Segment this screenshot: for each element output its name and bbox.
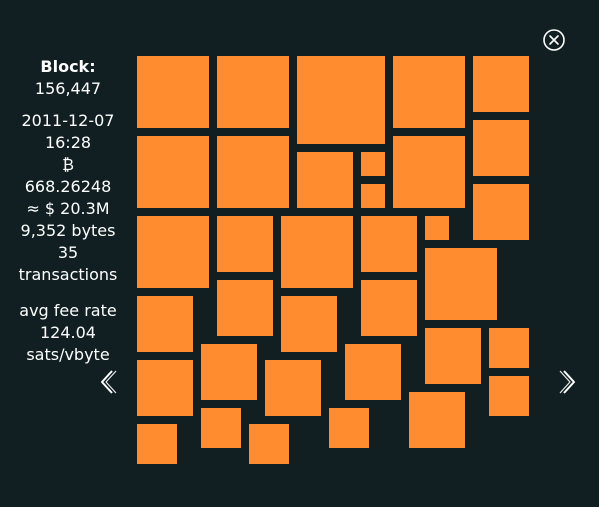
transaction-square[interactable] — [249, 424, 289, 464]
transaction-square[interactable] — [409, 392, 465, 448]
transaction-square[interactable] — [361, 184, 385, 208]
transaction-square[interactable] — [473, 120, 529, 176]
transaction-square[interactable] — [137, 424, 177, 464]
block-amount-btc: 668.26248 — [24, 177, 112, 196]
transaction-square[interactable] — [281, 296, 337, 352]
transaction-square[interactable] — [489, 328, 529, 368]
transaction-square[interactable] — [201, 408, 241, 448]
transaction-square[interactable] — [217, 56, 289, 128]
close-circle-icon — [543, 29, 565, 51]
transaction-square[interactable] — [217, 216, 273, 272]
block-tx-label: transactions — [18, 265, 118, 284]
block-size: 9,352 bytes — [20, 221, 116, 240]
block-amount-usd: ≈ $ 20.3M — [26, 199, 110, 218]
transaction-square[interactable] — [137, 360, 193, 416]
transaction-square[interactable] — [393, 56, 465, 128]
next-block-button[interactable] — [556, 367, 580, 397]
transaction-square[interactable] — [425, 328, 481, 384]
transaction-square[interactable] — [137, 216, 209, 288]
transaction-square[interactable] — [329, 408, 369, 448]
transaction-square[interactable] — [473, 184, 529, 240]
block-date: 2011-12-07 — [21, 111, 115, 130]
transaction-square[interactable] — [137, 296, 193, 352]
transaction-square[interactable] — [217, 280, 273, 336]
block-tx-count: 35 — [57, 243, 79, 262]
chevron-left-icon — [101, 370, 117, 394]
transaction-square[interactable] — [425, 248, 497, 320]
block-info-panel: Block: 156,447 2011-12-07 16:28 ₿ 668.26… — [8, 56, 128, 366]
transaction-square[interactable] — [361, 280, 417, 336]
transaction-square[interactable] — [361, 216, 417, 272]
transaction-square[interactable] — [393, 136, 465, 208]
close-button[interactable] — [542, 28, 566, 52]
transaction-square[interactable] — [137, 136, 209, 208]
block-time: 16:28 — [44, 133, 92, 152]
fee-rate-value: 124.04 — [40, 323, 96, 342]
block-label: Block: — [40, 57, 96, 76]
transaction-square[interactable] — [281, 216, 353, 288]
fee-rate-unit: sats/vbyte — [26, 345, 110, 364]
transaction-square[interactable] — [265, 360, 321, 416]
transaction-square[interactable] — [217, 136, 289, 208]
fee-rate-label: avg fee rate — [19, 301, 117, 320]
chevron-right-icon — [559, 370, 575, 394]
transaction-square[interactable] — [473, 56, 529, 112]
previous-block-button[interactable] — [96, 367, 120, 397]
transaction-square[interactable] — [361, 152, 385, 176]
bitcoin-icon: ₿ — [62, 155, 74, 174]
block-height: 156,447 — [34, 79, 102, 98]
transaction-square[interactable] — [425, 216, 449, 240]
transaction-square[interactable] — [345, 344, 401, 400]
transaction-square[interactable] — [297, 56, 385, 144]
transaction-square[interactable] — [137, 56, 209, 128]
transaction-square[interactable] — [297, 152, 353, 208]
transaction-square[interactable] — [201, 344, 257, 400]
transaction-square[interactable] — [489, 376, 529, 416]
